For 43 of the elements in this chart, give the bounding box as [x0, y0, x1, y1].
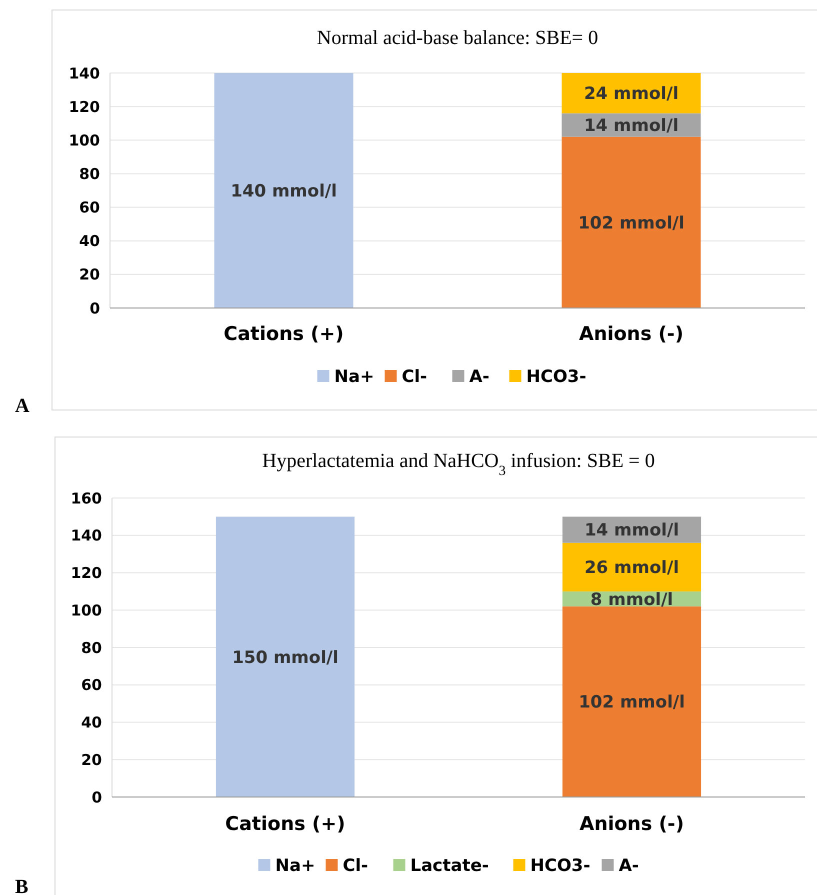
y-tick-label: 120 [68, 98, 100, 116]
x-tick-label: Cations (+) [225, 813, 346, 835]
y-tick-label: 160 [70, 489, 102, 508]
data-label: 102 mmol/l [578, 692, 685, 713]
chart-title: Normal acid-base balance: SBE= 0 [316, 27, 598, 49]
data-label: 150 mmol/l [232, 648, 338, 668]
legend-label: Lactate- [410, 856, 489, 876]
y-tick-label: 100 [68, 131, 100, 150]
data-label: 102 mmol/l [578, 213, 684, 234]
y-tick-label: 80 [79, 164, 100, 183]
legend-label: A- [618, 856, 639, 876]
legend-label: A- [469, 367, 490, 387]
legend-label: Cl- [402, 367, 428, 387]
y-tick-label: 0 [92, 788, 102, 806]
data-label: 24 mmol/l [584, 84, 679, 104]
y-tick-label: 120 [70, 564, 102, 582]
legend-label: Cl- [342, 856, 368, 876]
y-tick-label: 100 [70, 601, 102, 620]
x-tick-label: Cations (+) [224, 323, 344, 345]
data-label: 8 mmol/l [590, 590, 674, 610]
text: B [15, 876, 28, 895]
text: A [15, 395, 30, 417]
y-tick-label: 20 [81, 750, 102, 769]
y-tick-label: 80 [81, 638, 102, 657]
legend-label: Na+ [275, 856, 316, 876]
legend-label: Na+ [334, 367, 374, 387]
legend-label: HCO3- [530, 856, 590, 876]
x-tick-label: Anions (-) [579, 323, 684, 345]
x-tick-label: Anions (-) [580, 813, 684, 835]
data-label: 140 mmol/l [230, 181, 337, 202]
chart-title: Hyperlactatemia and NaHCO$_{3}$ infusion: SBE = 0 [262, 450, 655, 478]
data-label: 14 mmol/l [584, 520, 680, 541]
y-tick-label: 20 [79, 266, 100, 284]
legend-label: HCO3- [526, 367, 586, 387]
data-label: 14 mmol/l [584, 116, 679, 136]
y-tick-label: 60 [81, 676, 102, 694]
y-tick-label: 40 [81, 714, 102, 732]
y-tick-label: 0 [90, 299, 100, 318]
y-tick-label: 40 [79, 232, 100, 250]
data-label: 26 mmol/l [584, 558, 680, 578]
y-tick-label: 140 [70, 526, 102, 545]
y-tick-label: 60 [79, 198, 100, 217]
y-tick-label: 140 [68, 64, 100, 82]
